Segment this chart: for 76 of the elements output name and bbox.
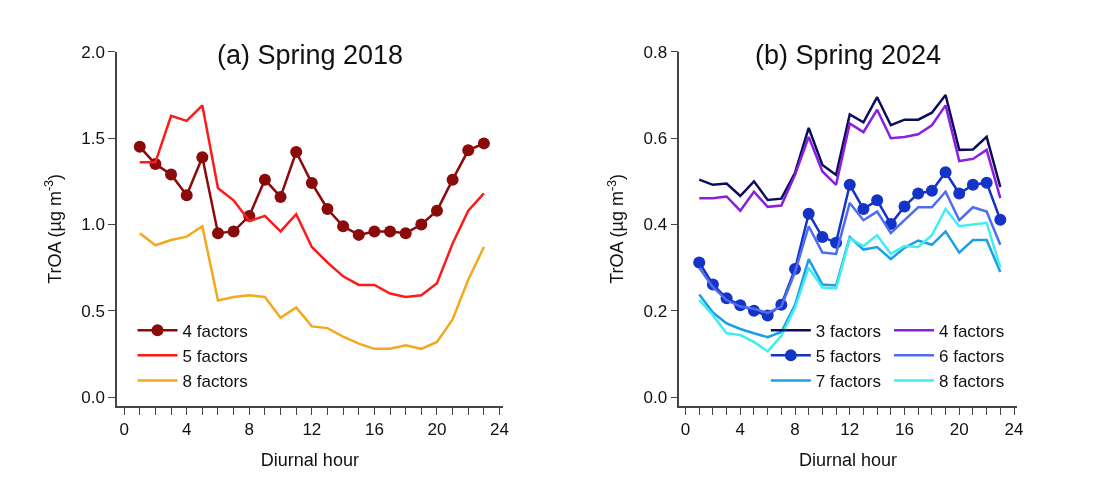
y-tick-label: 0.0 — [81, 388, 105, 408]
point — [966, 178, 979, 191]
legend-label: 7 factors — [815, 372, 882, 392]
point — [994, 213, 1007, 226]
line-series — [138, 104, 486, 299]
point — [368, 225, 381, 238]
x-tick-label: 12 — [840, 419, 860, 439]
point — [258, 173, 271, 186]
point — [196, 151, 209, 164]
x-tick-label: 24 — [1004, 419, 1024, 439]
x-tick-label: 4 — [735, 419, 746, 439]
line-series — [697, 93, 1002, 202]
y-tick-label: 0.2 — [643, 301, 668, 321]
x-tick-label: 4 — [181, 419, 192, 439]
point — [871, 194, 884, 207]
x-tick-label: 8 — [244, 419, 254, 439]
point — [816, 231, 829, 244]
x-axis-title: Diurnal hour — [260, 449, 359, 470]
point — [290, 146, 303, 158]
point — [227, 225, 240, 238]
x-tick-label: 16 — [895, 419, 914, 439]
legend-label: 4 factors — [938, 321, 1005, 341]
point — [446, 173, 459, 186]
legend-label: 8 factors — [182, 372, 248, 392]
point — [980, 176, 993, 189]
legend-label: 6 factors — [938, 347, 1005, 366]
x-tick-label: 8 — [790, 419, 800, 439]
y-tick-label: 1.0 — [81, 215, 105, 235]
point — [352, 228, 365, 241]
point — [693, 256, 706, 269]
x-tick-label: 0 — [119, 419, 129, 439]
y-tick-label: 0.0 — [643, 388, 668, 408]
legend-label: 5 factors — [182, 347, 248, 366]
point — [133, 140, 146, 153]
line-series — [138, 225, 486, 351]
point — [925, 184, 938, 197]
point — [180, 189, 193, 202]
point — [477, 137, 490, 150]
point — [430, 204, 443, 217]
point — [274, 190, 287, 203]
chart-title: (b) Spring 2024 — [755, 40, 942, 70]
x-axis-title: Diurnal hour — [799, 449, 898, 470]
x-tick-label: 20 — [949, 419, 969, 439]
x-tick-label: 12 — [302, 419, 322, 439]
point — [843, 178, 856, 191]
legend-label: 4 factors — [182, 321, 248, 341]
point — [384, 225, 397, 238]
line-series — [697, 104, 1002, 212]
y-tick-label: 0.6 — [643, 129, 668, 149]
x-tick-label: 0 — [680, 419, 691, 439]
point — [337, 220, 350, 233]
point — [857, 202, 870, 215]
point — [212, 227, 224, 240]
chart-title: (a) Spring 2018 — [217, 40, 404, 70]
legend-label: 8 factors — [938, 372, 1005, 392]
y-tick-label: 2.0 — [81, 42, 105, 62]
y-tick-label: 0.5 — [81, 301, 105, 321]
y-tick-label: 0.4 — [643, 215, 668, 235]
point — [399, 227, 412, 240]
point — [321, 202, 334, 215]
point — [165, 168, 178, 181]
x-tick-label: 16 — [364, 419, 384, 439]
point — [305, 177, 318, 190]
point — [415, 218, 428, 231]
point — [802, 207, 815, 220]
legend-label: 5 factors — [815, 347, 882, 366]
y-tick-label: 1.5 — [81, 129, 105, 149]
x-tick-label: 24 — [490, 419, 509, 439]
point — [898, 200, 911, 213]
point — [462, 144, 475, 157]
x-tick-label: 20 — [427, 419, 447, 439]
point — [953, 187, 966, 200]
legend-label: 3 factors — [815, 321, 882, 341]
point — [939, 166, 952, 179]
point — [912, 187, 925, 200]
y-tick-label: 0.8 — [643, 42, 668, 62]
